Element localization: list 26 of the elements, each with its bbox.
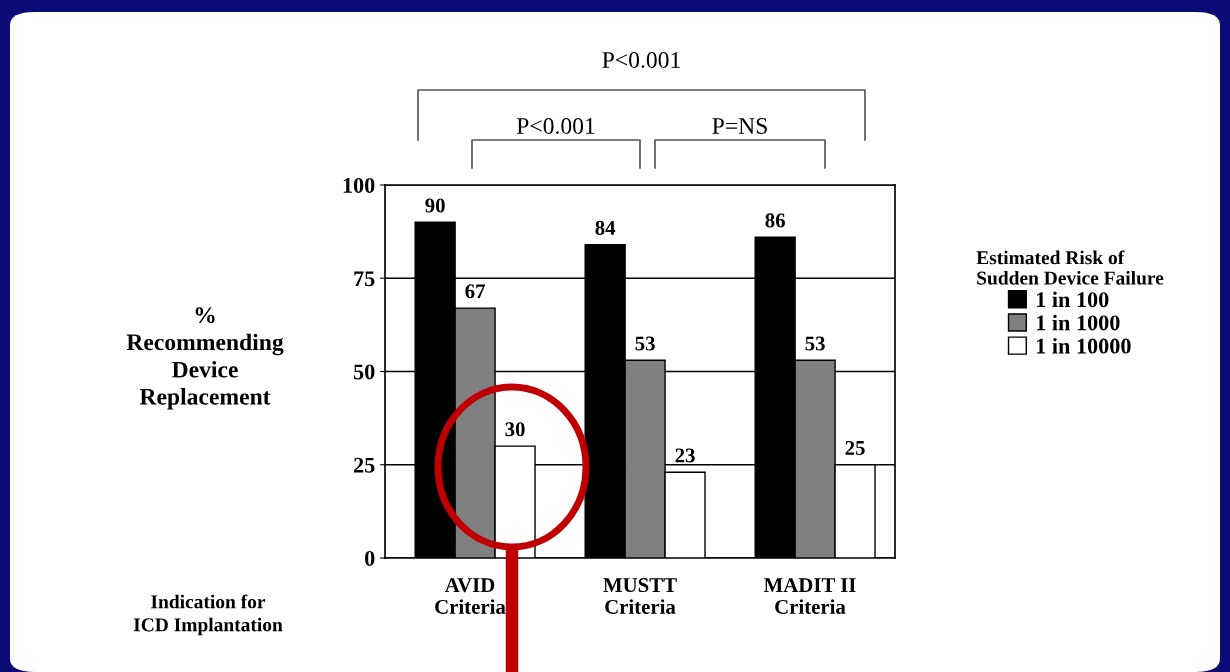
x-tick-label: AVID Criteria	[435, 578, 506, 614]
data-label: 30	[505, 422, 525, 437]
y-tick-label: 100	[343, 177, 375, 193]
text: P<0.001	[602, 51, 680, 69]
data-label: 23	[675, 448, 695, 463]
x-tick-label: MADIT II Criteria	[763, 578, 856, 614]
text: P<0.001	[516, 117, 595, 135]
y-tick-label: 25	[353, 457, 375, 473]
data-label: 90	[425, 198, 445, 213]
data-label: 84	[595, 220, 616, 235]
data-label: 86	[765, 213, 785, 228]
y-axis-title: % Recommending Device Replacement	[126, 307, 284, 410]
legend-title: Estimated Risk of Sudden Device Failure	[976, 250, 1164, 285]
x-tick-label: MUSTT Criteria	[603, 578, 677, 614]
y-tick-label: 0	[365, 550, 375, 566]
y-tick-label: 75	[354, 271, 375, 287]
data-label: 53	[635, 336, 655, 351]
legend-label: 1 in 100	[1036, 291, 1109, 308]
legend-label: 1 in 10000	[1036, 337, 1131, 354]
text: P=NS	[712, 118, 767, 134]
data-label: 53	[805, 336, 825, 351]
x-axis-title: Indication for ICD Implantation	[133, 594, 283, 636]
data-label: 67	[465, 284, 486, 299]
y-tick-label: 50	[353, 364, 375, 380]
legend-label: 1 in 1000	[1036, 314, 1120, 331]
data-label: 25	[845, 440, 865, 455]
